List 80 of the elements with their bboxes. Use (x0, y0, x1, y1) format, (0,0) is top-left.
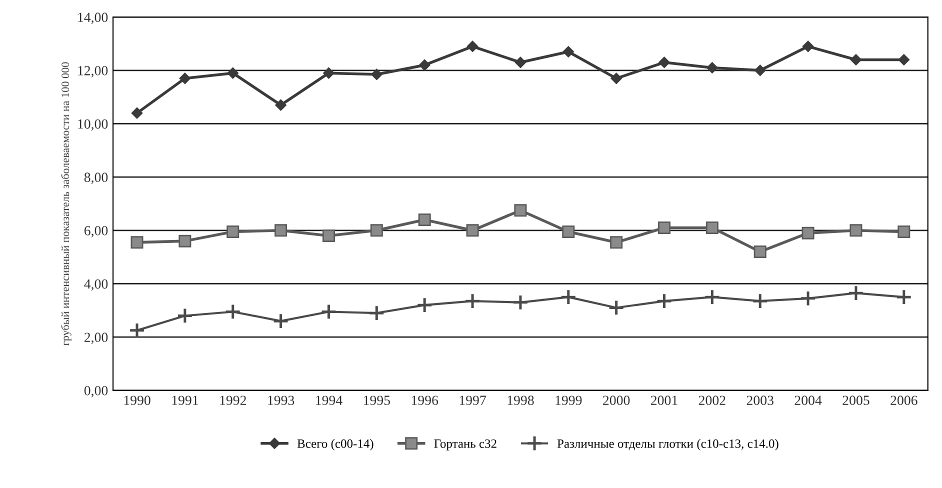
point (562, 46, 574, 58)
point (800, 290, 816, 307)
point (514, 204, 527, 217)
point (176, 308, 194, 324)
point (371, 68, 382, 80)
point (323, 67, 334, 79)
point (272, 312, 289, 330)
point (224, 304, 242, 320)
y-tick-label: 8,00 (84, 172, 108, 184)
point (658, 56, 670, 68)
y-tick-label: 14,00 (78, 12, 108, 24)
point (754, 245, 766, 258)
x-tick-label: 1993 (268, 396, 294, 406)
point (560, 288, 577, 306)
point (706, 62, 718, 74)
x-tick-label: 1990 (124, 396, 150, 406)
point (512, 294, 529, 311)
point (370, 224, 383, 237)
point (464, 292, 481, 310)
x-tick-label: 2003 (746, 396, 774, 406)
x-tick-label: 1992 (220, 396, 246, 406)
y-axis-title: грубый интенсивный показатель заболеваемости на 100 000 (61, 62, 72, 346)
x-tick-label: 2002 (698, 396, 726, 406)
point (610, 236, 623, 249)
point (802, 226, 814, 240)
y-tick-label: 10,00 (78, 119, 108, 131)
point (850, 224, 862, 237)
y-tick-label: 6,00 (84, 226, 108, 238)
point (466, 224, 479, 237)
point (802, 40, 814, 52)
point (848, 284, 864, 302)
x-tick-label: 1994 (316, 396, 342, 406)
point (320, 304, 337, 320)
point (752, 292, 768, 310)
y-tick-label: 0,00 (84, 386, 108, 398)
x-tick-label: 1995 (364, 396, 390, 406)
point (850, 54, 862, 66)
y-tick-label: 2,00 (84, 332, 108, 344)
point (178, 234, 192, 248)
y-tick-label: 12,00 (78, 66, 108, 78)
point (656, 292, 672, 310)
x-tick-label: 2005 (842, 396, 870, 406)
point (610, 72, 622, 84)
x-tick-label: 1991 (172, 396, 198, 406)
x-tick-label: 1997 (460, 396, 486, 406)
point (754, 64, 766, 76)
point (128, 322, 146, 339)
x-tick-label: 1998 (508, 396, 534, 406)
point (130, 236, 144, 249)
x-tick-label: 2004 (794, 396, 822, 406)
point (706, 221, 718, 234)
legend-label: Различные отделы глотки (c10-c13, c14.0) (557, 439, 778, 450)
point (226, 225, 240, 238)
point (227, 67, 238, 79)
legend-label: Гортань c32 (434, 439, 496, 450)
point (898, 54, 910, 66)
x-tick-label: 1996 (412, 396, 438, 406)
x-tick-label: 2000 (603, 396, 630, 406)
point (898, 225, 910, 238)
point (322, 229, 335, 242)
point (896, 288, 912, 306)
y-tick-label: 4,00 (84, 279, 108, 291)
x-tick-label: 2006 (890, 396, 918, 406)
point (418, 59, 430, 71)
point (368, 304, 385, 322)
point (562, 225, 575, 238)
point (514, 56, 526, 68)
point (131, 107, 143, 119)
x-tick-label: 1999 (556, 396, 582, 406)
point (275, 99, 286, 111)
x-tick-label: 2001 (650, 396, 678, 406)
point (704, 288, 720, 306)
point (416, 296, 433, 314)
legend-label: Всего (c00-14) (297, 439, 374, 450)
point (274, 224, 288, 237)
point (658, 221, 670, 234)
point (418, 213, 431, 226)
point (608, 300, 625, 316)
point (466, 40, 478, 52)
point (179, 72, 191, 84)
